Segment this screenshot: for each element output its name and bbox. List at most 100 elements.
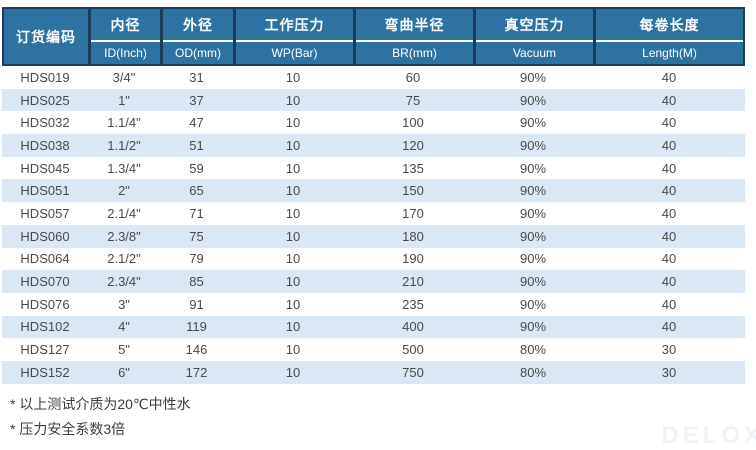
footnote-test-medium: * 以上测试介质为20℃中性水	[10, 395, 191, 412]
cell-bend-radius: 235	[402, 296, 424, 312]
header-working-pressure-cn: 工作压力	[236, 9, 353, 42]
cell-working-pressure: 10	[285, 296, 301, 312]
cell-working-pressure: 10	[285, 274, 301, 290]
cell-inner-diameter: 1.1/4"	[107, 115, 141, 131]
cell-vacuum: 90%	[519, 205, 547, 221]
cell-outer-diameter: 146	[185, 342, 208, 358]
cell-working-pressure: 10	[285, 137, 301, 153]
cell-working-pressure: 10	[285, 319, 301, 335]
cell-outer-diameter: 51	[189, 137, 204, 153]
cell-bend-radius: 750	[402, 364, 424, 380]
header-col-order-code: 订货编码	[4, 9, 88, 64]
header-inner-diameter-cn: 内径	[91, 9, 160, 42]
footnote-safety-factor: * 压力安全系数3倍	[10, 420, 126, 437]
cell-outer-diameter: 65	[189, 183, 204, 199]
cell-vacuum: 90%	[519, 115, 547, 131]
cell-outer-diameter: 172	[185, 364, 208, 380]
cell-order-code: HDS032	[20, 115, 70, 131]
cell-bend-radius: 190	[402, 251, 424, 267]
header-working-pressure-en: WP(Bar)	[236, 42, 353, 64]
cell-inner-diameter: 4"	[118, 319, 130, 335]
cell-order-code: HDS102	[20, 319, 70, 335]
cell-inner-diameter: 1"	[118, 92, 130, 108]
cell-length: 30	[661, 364, 677, 380]
table-row: HDS102 4" 119 10 400 90% 40	[2, 315, 745, 339]
cell-bend-radius: 135	[402, 160, 424, 176]
cell-length: 40	[661, 274, 677, 290]
table-row: HDS076 3" 91 10 235 90% 40	[2, 292, 745, 316]
header-length-cn: 每卷长度	[596, 9, 743, 42]
table-header: 订货编码 内径 ID(Inch) 外径 OD(mm) 工作压力 WP(Bar) …	[2, 7, 745, 66]
header-bend-radius-en: BR(mm)	[356, 42, 473, 64]
cell-order-code: HDS060	[20, 228, 70, 244]
cell-bend-radius: 100	[402, 115, 424, 131]
cell-working-pressure: 10	[285, 342, 301, 358]
cell-length: 40	[661, 251, 677, 267]
table-body: HDS019 3/4" 31 10 60 90% 40 HDS025 1" 37…	[2, 66, 745, 384]
cell-inner-diameter: 1.1/2"	[107, 137, 141, 153]
cell-vacuum: 90%	[519, 319, 547, 335]
cell-working-pressure: 10	[285, 251, 301, 267]
cell-bend-radius: 170	[402, 205, 424, 221]
cell-bend-radius: 400	[402, 319, 424, 335]
cell-working-pressure: 10	[285, 69, 301, 85]
cell-vacuum: 90%	[519, 296, 547, 312]
cell-outer-diameter: 47	[189, 115, 204, 131]
cell-order-code: HDS019	[20, 69, 70, 85]
table-row: HDS127 5" 146 10 500 80% 30	[2, 338, 745, 361]
table-row: HDS032 1.1/4" 47 10 100 90% 40	[2, 111, 745, 135]
cell-inner-diameter: 6"	[118, 364, 130, 380]
cell-order-code: HDS038	[20, 137, 70, 153]
cell-order-code: HDS045	[20, 160, 70, 176]
header-outer-diameter-en: OD(mm)	[163, 42, 233, 64]
cell-length: 40	[661, 183, 677, 199]
cell-inner-diameter: 2"	[118, 183, 130, 199]
cell-length: 40	[661, 137, 677, 153]
cell-order-code: HDS152	[20, 364, 70, 380]
table-row: HDS038 1.1/2" 51 10 120 90% 40	[2, 134, 745, 157]
cell-vacuum: 90%	[519, 251, 547, 267]
header-col-working-pressure: 工作压力 WP(Bar)	[233, 9, 353, 64]
cell-inner-diameter: 1.3/4"	[107, 160, 141, 176]
cell-outer-diameter: 119	[186, 319, 207, 335]
cell-inner-diameter: 2.1/2"	[107, 251, 141, 267]
cell-length: 40	[661, 205, 677, 221]
cell-bend-radius: 180	[402, 228, 424, 244]
table-row: HDS051 2" 65 10 150 90% 40	[2, 179, 745, 203]
cell-working-pressure: 10	[285, 228, 301, 244]
cell-inner-diameter: 2.3/4"	[107, 274, 141, 290]
header-vacuum-en: Vacuum	[476, 42, 593, 64]
cell-inner-diameter: 2.3/8"	[107, 228, 141, 244]
footnotes: * 以上测试介质为20℃中性水 * 压力安全系数3倍	[10, 392, 756, 442]
cell-vacuum: 80%	[519, 364, 547, 380]
cell-order-code: HDS057	[20, 205, 70, 221]
header-col-outer-diameter: 外径 OD(mm)	[160, 9, 233, 64]
cell-vacuum: 90%	[519, 160, 547, 176]
header-col-vacuum: 真空压力 Vacuum	[473, 9, 593, 64]
cell-outer-diameter: 37	[189, 92, 204, 108]
header-vacuum-cn: 真空压力	[476, 9, 593, 42]
cell-order-code: HDS051	[20, 183, 70, 199]
cell-outer-diameter: 31	[189, 69, 204, 85]
cell-outer-diameter: 75	[189, 228, 204, 244]
cell-vacuum: 90%	[519, 92, 547, 108]
cell-inner-diameter: 2.1/4"	[107, 205, 141, 221]
cell-length: 40	[661, 92, 677, 108]
header-order-code: 订货编码	[4, 9, 88, 64]
cell-outer-diameter: 91	[189, 296, 204, 312]
header-bend-radius-cn: 弯曲半径	[356, 9, 473, 42]
cell-length: 40	[661, 69, 677, 85]
cell-length: 40	[661, 319, 677, 335]
cell-bend-radius: 210	[402, 274, 424, 290]
cell-bend-radius: 500	[402, 342, 424, 358]
cell-length: 40	[661, 115, 677, 131]
hose-spec-table: 订货编码 内径 ID(Inch) 外径 OD(mm) 工作压力 WP(Bar) …	[2, 7, 745, 384]
spec-sheet-page: 订货编码 内径 ID(Inch) 外径 OD(mm) 工作压力 WP(Bar) …	[0, 7, 756, 449]
table-row: HDS152 6" 172 10 750 80% 30	[2, 360, 745, 384]
cell-bend-radius: 75	[405, 92, 421, 108]
cell-vacuum: 90%	[519, 137, 547, 153]
header-inner-diameter-en: ID(Inch)	[91, 42, 160, 64]
cell-outer-diameter: 85	[189, 274, 204, 290]
cell-working-pressure: 10	[285, 115, 301, 131]
cell-order-code: HDS025	[20, 92, 70, 108]
